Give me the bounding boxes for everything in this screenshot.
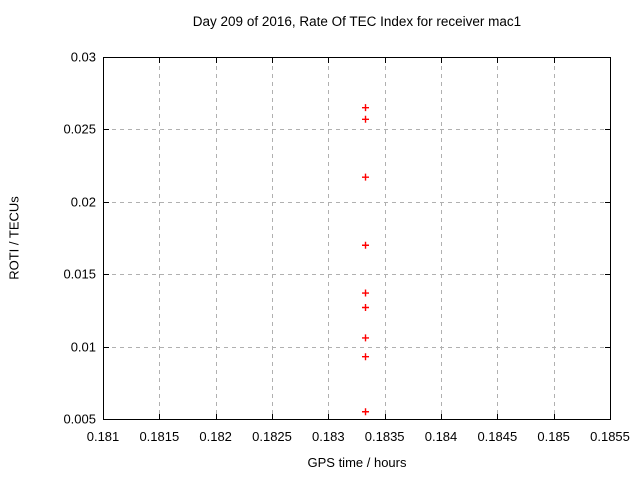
data-point-marker [362,289,370,297]
x-tick-mark-bottom [384,414,386,419]
x-tick-mark-bottom [103,414,104,419]
x-tick-mark-top [328,58,330,63]
x-tick-label: 0.184 [424,429,458,444]
y-gridline [104,346,610,348]
data-point-marker [362,241,370,249]
plot-area [103,57,611,420]
y-tick-mark-left [104,419,109,420]
y-tick-mark-right [605,419,610,420]
x-tick-mark-top [441,58,442,63]
y-tick-mark-right [605,201,610,203]
y-tick-label: 0.01 [70,339,96,355]
x-tick-mark-top [103,58,104,63]
x-tick-mark-bottom [497,414,499,419]
y-tick-mark-left [104,129,109,131]
x-tick-label: 0.1825 [252,429,292,444]
x-tick-mark-top [610,58,611,63]
x-gridline [159,58,161,419]
y-gridline [104,201,610,203]
x-tick-label: 0.1855 [590,429,630,444]
x-gridline [497,58,499,419]
x-tick-mark-top [215,58,217,63]
x-gridline [384,58,386,419]
y-tick-mark-left [104,57,109,58]
x-tick-mark-bottom [441,414,442,419]
x-tick-mark-top [159,58,161,63]
y-tick-label: 0.03 [70,49,96,65]
x-gridline [215,58,217,419]
x-axis-title: GPS time / hours [307,455,407,470]
x-tick-mark-bottom [610,414,611,419]
x-tick-label: 0.185 [537,429,570,444]
y-tick-label: 0.005 [63,411,96,427]
y-tick-label: 0.02 [70,194,96,210]
y-tick-mark-right [605,57,610,58]
x-tick-mark-bottom [328,414,330,419]
x-tick-mark-top [497,58,499,63]
y-gridline [104,129,610,131]
data-point-marker [362,115,370,123]
y-tick-mark-right [605,274,610,276]
y-tick-mark-left [104,346,109,348]
x-tick-label: 0.183 [312,429,345,444]
y-tick-label: 0.025 [63,121,96,137]
x-gridline [553,58,555,419]
y-tick-label: 0.015 [63,266,96,282]
data-point-marker [362,104,370,112]
y-tick-mark-right [605,346,610,348]
x-tick-label: 0.1815 [139,429,180,444]
data-point-marker [362,173,370,181]
x-tick-label: 0.181 [86,429,120,444]
x-tick-mark-top [384,58,386,63]
chart-title: Day 209 of 2016, Rate Of TEC Index for r… [192,14,522,29]
x-tick-mark-top [553,58,555,63]
x-tick-mark-top [272,58,273,63]
x-tick-mark-bottom [553,414,555,419]
data-point-marker [362,334,370,342]
x-gridline [272,58,273,419]
data-point-marker [362,304,370,312]
y-tick-mark-left [104,274,109,276]
y-tick-mark-left [104,201,109,203]
x-tick-label: 0.182 [199,429,232,444]
data-point-marker [362,408,370,416]
x-gridline [441,58,442,419]
x-tick-label: 0.1835 [364,429,405,444]
x-tick-label: 0.1845 [477,429,518,444]
x-gridline [328,58,330,419]
y-tick-mark-right [605,129,610,131]
y-gridline [104,274,610,276]
x-tick-mark-bottom [272,414,273,419]
data-point-marker [362,353,370,361]
x-tick-mark-bottom [215,414,217,419]
x-tick-mark-bottom [159,414,161,419]
